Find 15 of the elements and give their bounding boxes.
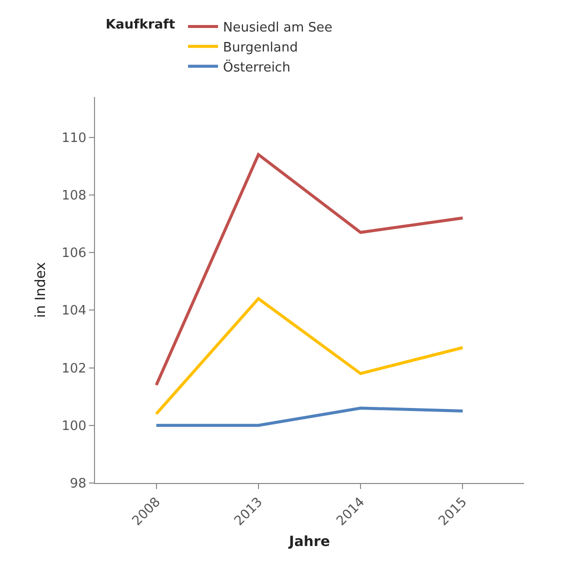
y-tick-label: 98 bbox=[70, 476, 86, 492]
legend-label: Burgenland bbox=[223, 40, 298, 56]
legend-title: Kaufkraft bbox=[106, 17, 176, 32]
y-tick-label: 106 bbox=[62, 246, 86, 262]
y-axis-title: in Index bbox=[33, 262, 50, 318]
y-tick-label: 110 bbox=[62, 130, 86, 146]
legend-label: Neusiedl am See bbox=[223, 20, 332, 36]
y-tick-label: 104 bbox=[62, 304, 86, 319]
line-series bbox=[154, 297, 464, 416]
y-tick-label: 102 bbox=[62, 361, 86, 376]
legend-label: Österreich bbox=[223, 59, 290, 76]
line-series bbox=[154, 153, 464, 387]
x-axis-title: Jahre bbox=[288, 534, 330, 550]
y-tick-label: 100 bbox=[62, 418, 86, 434]
y-tick-label: 108 bbox=[62, 188, 86, 204]
